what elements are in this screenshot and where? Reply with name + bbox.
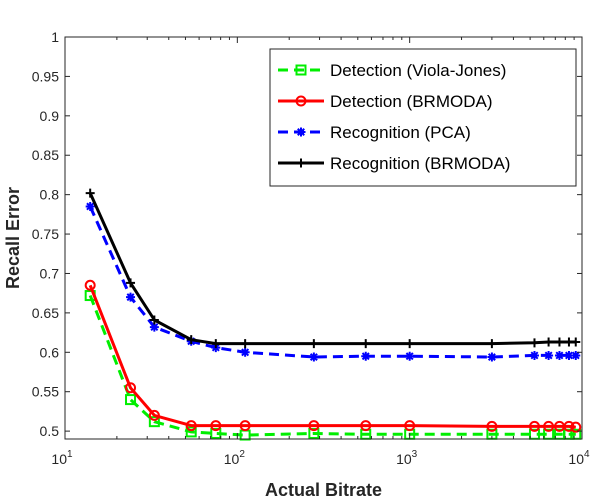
data-point [528, 420, 540, 432]
data-point [361, 339, 371, 349]
y-tick-label: 0.85 [32, 147, 59, 163]
legend-swatch-marker [295, 64, 307, 76]
data-point [210, 427, 222, 439]
y-tick-label: 0.7 [40, 265, 60, 281]
legend-label: Recognition (BRMODA) [330, 154, 510, 173]
data-point [361, 351, 371, 361]
data-point [185, 420, 197, 432]
data-point [487, 352, 497, 362]
x-tick-label: 103 [396, 449, 418, 467]
data-point [85, 188, 95, 198]
y-tick-label: 0.55 [32, 384, 59, 400]
data-point [554, 337, 564, 347]
legend-swatch-marker [296, 127, 306, 137]
data-point [126, 278, 136, 288]
legend-swatch-marker [296, 158, 306, 168]
data-point [309, 339, 319, 349]
data-point [487, 339, 497, 349]
plot-area-box [64, 36, 583, 440]
data-point [544, 337, 554, 347]
y-tick-label: 0.5 [40, 423, 60, 439]
data-point [571, 350, 581, 360]
y-tick-label: 0.8 [40, 187, 60, 203]
data-point [239, 420, 251, 432]
series-1 [84, 279, 582, 433]
data-point [309, 352, 319, 362]
data-point [554, 350, 564, 360]
y-tick-label: 0.75 [32, 226, 59, 242]
x-tick-label: 101 [51, 449, 73, 467]
x-axis-label: Actual Bitrate [265, 480, 382, 500]
data-point [529, 350, 539, 360]
data-point [126, 292, 136, 302]
data-point [125, 394, 137, 406]
data-point [543, 420, 555, 432]
legend-entry: Detection (BRMODA) [278, 92, 492, 111]
plot-series [84, 188, 582, 441]
data-point [308, 420, 320, 432]
y-tick-label: 0.9 [40, 108, 60, 124]
data-point [211, 339, 221, 349]
y-tick-label: 1 [51, 29, 59, 45]
legend-entry: Detection (Viola-Jones) [278, 61, 506, 80]
data-point [240, 347, 250, 357]
data-point [564, 350, 574, 360]
data-point [529, 338, 539, 348]
data-point [404, 420, 416, 432]
y-axis-ticks: 0.5 0.55 0.6 0.65 0.7 0.75 0.8 0.85 0.9 0.95 1 [32, 29, 582, 439]
data-point [360, 420, 372, 432]
data-point [149, 315, 159, 325]
data-point [563, 420, 575, 432]
legend: Detection (Viola-Jones) Detection (BRMODA… [269, 48, 577, 187]
data-point [570, 421, 582, 433]
data-point [544, 350, 554, 360]
legend-label: Detection (Viola-Jones) [330, 61, 506, 80]
data-point [85, 201, 95, 211]
data-point [186, 335, 196, 345]
data-point [84, 279, 96, 291]
data-point [210, 420, 222, 432]
x-tick-label: 104 [568, 449, 590, 467]
data-point [125, 382, 137, 394]
data-point [148, 416, 160, 428]
data-point [405, 351, 415, 361]
data-point [308, 427, 320, 439]
y-tick-label: 0.95 [32, 68, 59, 84]
legend-label: Detection (BRMODA) [330, 92, 492, 111]
legend-swatch-marker [295, 95, 307, 107]
data-point [571, 337, 581, 347]
data-point [149, 322, 159, 332]
data-point [240, 339, 250, 349]
data-point [486, 420, 498, 432]
y-tick-label: 0.6 [40, 344, 60, 360]
legend-entry: Recognition (PCA) [278, 123, 471, 142]
legend-entry: Recognition (BRMODA) [278, 154, 510, 173]
data-point [185, 426, 197, 438]
y-axis-label: Recall Error [3, 187, 23, 289]
series-3 [85, 188, 581, 349]
x-axis-ticks: 101 102 103 104 [51, 37, 590, 467]
y-tick-label: 0.65 [32, 305, 59, 321]
x-tick-label: 102 [224, 449, 246, 467]
data-point [405, 339, 415, 349]
legend-label: Recognition (PCA) [330, 123, 471, 142]
data-point [148, 409, 160, 421]
